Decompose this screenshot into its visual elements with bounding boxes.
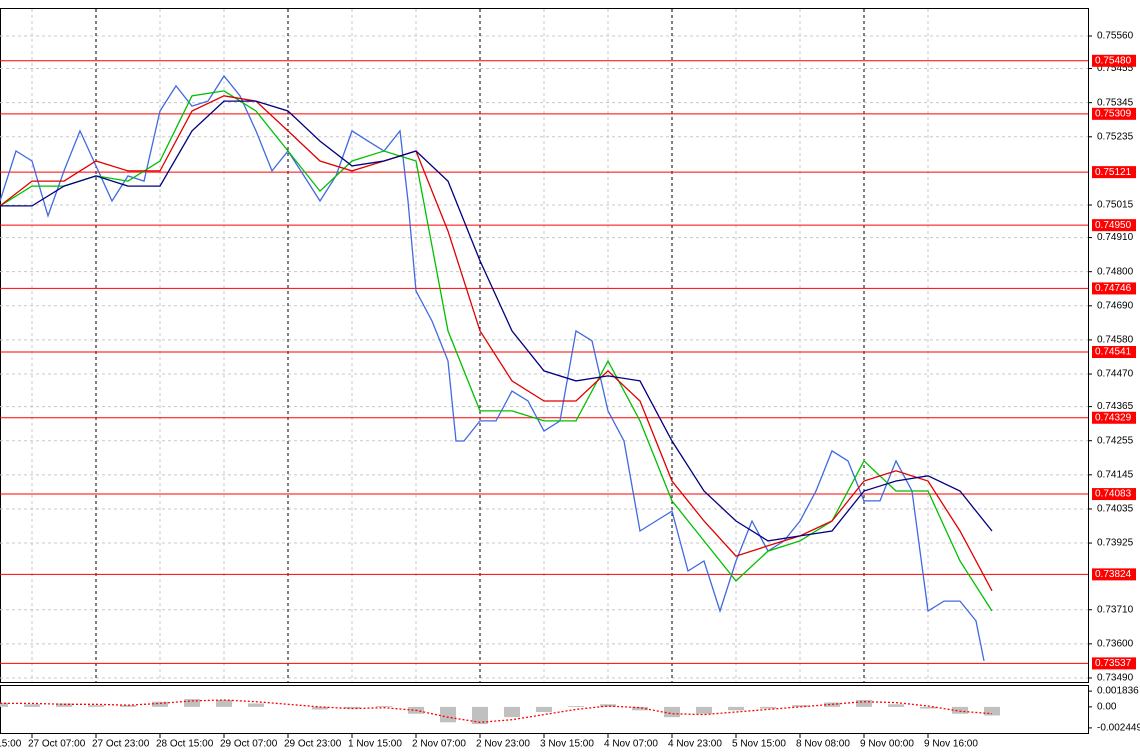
level-label-box: [1092, 411, 1136, 424]
level-label: 0.74083: [1095, 489, 1132, 500]
x-tick-label: 4 Nov 07:00: [604, 739, 658, 750]
y-tick-label: 0.74910: [1097, 232, 1134, 243]
level-label: 0.73537: [1095, 658, 1132, 669]
y-tick-label: 0.74580: [1097, 335, 1134, 346]
level-label: 0.75309: [1095, 108, 1132, 119]
histogram-bar: [24, 704, 40, 707]
y-tick-label: 0.74690: [1097, 300, 1134, 311]
y-tick-label: 0.75560: [1097, 31, 1134, 42]
histogram-bar: [472, 706, 488, 725]
x-tick-label: 27 Oct 07:00: [28, 739, 86, 750]
level-label: 0.75121: [1095, 167, 1132, 178]
level-label-box: [1092, 107, 1136, 120]
histogram-bar: [632, 706, 648, 711]
histogram-bar: [376, 706, 392, 707]
level-label: 0.74541: [1095, 347, 1132, 358]
histogram-bar: [984, 706, 1000, 716]
histogram-bar: [824, 702, 840, 707]
x-tick-label: 3 Nov 15:00: [540, 739, 594, 750]
histogram-bar: [120, 705, 136, 707]
x-tick-label: 1 Nov 15:00: [348, 739, 402, 750]
x-tick-label: 4 Nov 23:00: [668, 739, 722, 750]
level-label-box: [1092, 282, 1136, 295]
y-tick-label: 0.74255: [1097, 435, 1134, 446]
level-label: 0.74746: [1095, 283, 1132, 294]
x-tick-label: 2 Nov 23:00: [476, 739, 530, 750]
y-tick-label: 0.74035: [1097, 504, 1134, 515]
histogram-bar: [920, 706, 936, 709]
level-label-box: [1092, 54, 1136, 67]
histogram-bar: [248, 703, 264, 707]
y-tick-label: 0.73600: [1097, 638, 1134, 649]
level-label: 0.74950: [1095, 220, 1132, 231]
histogram-bar: [504, 706, 520, 718]
x-tick-label: 28 Oct 15:00: [156, 739, 214, 750]
x-tick-label: 29 Oct 07:00: [220, 739, 278, 750]
x-tick-label: 26 Oct 15:00: [0, 739, 22, 750]
histogram-bar: [568, 706, 584, 707]
level-label-box: [1092, 657, 1136, 670]
y-tick-label: 0.75235: [1097, 131, 1134, 142]
histogram-bar: [952, 706, 968, 714]
y-tick-label: 0.73710: [1097, 604, 1134, 615]
series-line: [0, 74, 985, 662]
series-line: [0, 100, 993, 542]
x-tick-label: 8 Nov 08:00: [796, 739, 850, 750]
histogram-bar: [664, 706, 680, 718]
y-tick-label: 0.73490: [1097, 673, 1134, 684]
histogram-bar: [888, 704, 904, 707]
x-tick-label: 2 Nov 07:00: [412, 739, 466, 750]
y-tick-label: 0.74800: [1097, 266, 1134, 277]
level-label: 0.73824: [1095, 569, 1132, 580]
histogram-bar: [728, 706, 744, 711]
histogram-bar: [184, 699, 200, 707]
level-label: 0.74329: [1095, 412, 1132, 423]
x-tick-label: 9 Nov 16:00: [924, 739, 978, 750]
level-label-box: [1092, 346, 1136, 359]
histogram-bar: [856, 700, 872, 707]
plot-layer: 0.75560 0.75455 0.75345 0.75235 0.75015 0.749…: [0, 9, 1140, 750]
histogram-bar: [696, 706, 712, 714]
x-tick-label: 29 Oct 23:00: [284, 739, 342, 750]
histogram-bar: [792, 705, 808, 707]
y-tick-label: 0.75015: [1097, 200, 1134, 211]
histogram-bar: [440, 706, 456, 723]
level-label-box: [1092, 219, 1136, 232]
x-tick-label: 5 Nov 15:00: [732, 739, 786, 750]
histogram-bar: [344, 706, 360, 709]
histogram-bar: [312, 706, 328, 710]
level-label-box: [1092, 488, 1136, 501]
y-tick-label: 0.74365: [1097, 401, 1134, 412]
y-tick-label: -0.002449: [1097, 723, 1140, 734]
histogram-bar: [0, 702, 8, 707]
histogram-bar: [88, 705, 104, 707]
y-tick-label: 0.73925: [1097, 538, 1134, 549]
x-tick-label: 9 Nov 00:00: [860, 739, 914, 750]
level-label-box: [1092, 166, 1136, 179]
histogram-bar: [216, 700, 232, 707]
level-label: 0.75480: [1095, 55, 1132, 66]
y-tick-label: 0.75345: [1097, 97, 1134, 108]
y-tick-label: 0.75455: [1097, 63, 1134, 74]
y-tick-label: 0.74470: [1097, 369, 1134, 380]
histogram-bar: [600, 704, 616, 707]
histogram-bar: [760, 706, 776, 709]
series-line: [0, 95, 993, 592]
series-line: [0, 90, 993, 612]
y-tick-label: 0.001836: [1097, 686, 1139, 697]
series-line: [0, 699, 993, 723]
x-tick-label: 27 Oct 23:00: [92, 739, 150, 750]
histogram-bar: [56, 703, 72, 707]
histogram-bar: [152, 701, 168, 707]
y-tick-label: 0.00: [1097, 702, 1117, 713]
histogram-bar: [536, 706, 552, 713]
y-tick-label: 0.74145: [1097, 469, 1134, 480]
level-label-box: [1092, 568, 1136, 581]
